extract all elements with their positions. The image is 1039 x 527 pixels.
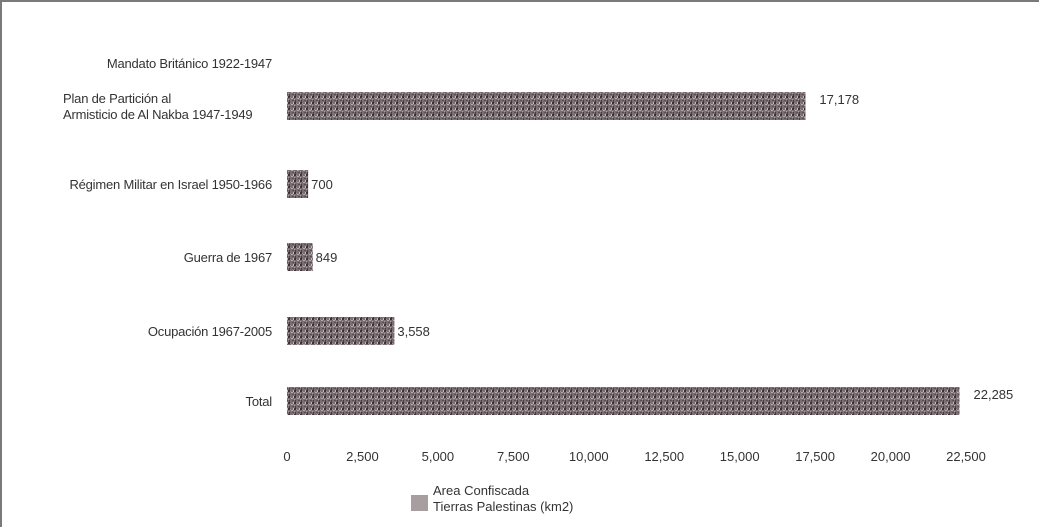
category-label: Régimen Militar en Israel 1950-1966 — [69, 177, 272, 192]
x-tick-label: 15,000 — [720, 449, 760, 464]
legend-swatch — [411, 495, 428, 511]
x-tick-label: 2,500 — [346, 449, 379, 464]
category-label: Guerra de 1967 — [184, 250, 272, 265]
data-label: 849 — [316, 250, 338, 265]
x-tick-label: 20,000 — [871, 449, 911, 464]
data-label: 700 — [311, 177, 333, 192]
x-tick-label: 5,000 — [422, 449, 455, 464]
bar — [287, 317, 395, 345]
category-label: Ocupación 1967-2005 — [148, 324, 272, 339]
bar — [287, 387, 960, 415]
legend-label: Area Confiscada — [433, 483, 530, 498]
category-label: Armisticio de Al Nakba 1947-1949 — [63, 107, 252, 122]
x-tick-label: 10,000 — [569, 449, 609, 464]
category-label: Total — [246, 394, 273, 409]
category-label: Plan de Partición al — [63, 91, 171, 106]
data-label: 3,558 — [397, 324, 430, 339]
x-tick-label: 17,500 — [795, 449, 835, 464]
bar — [287, 170, 309, 198]
x-tick-label: 22,500 — [946, 449, 986, 464]
legend-label: Tierras Palestinas (km2) — [433, 499, 573, 514]
x-tick-label: 0 — [283, 449, 290, 464]
x-tick-label: 12,500 — [644, 449, 684, 464]
category-label: Mandato Británico 1922-1947 — [107, 56, 272, 71]
data-label: 22,285 — [974, 387, 1014, 402]
data-label: 17,178 — [819, 92, 859, 107]
bar — [287, 243, 313, 271]
x-tick-label: 7,500 — [497, 449, 530, 464]
bar — [287, 92, 806, 120]
